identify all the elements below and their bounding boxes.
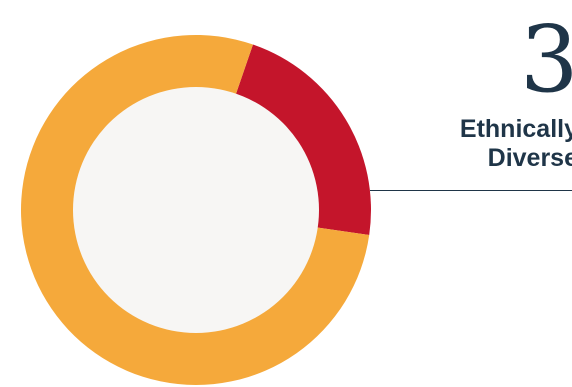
donut-center (73, 87, 319, 333)
callout-label-line2: Diverse (487, 144, 572, 172)
callout-connector-line (370, 190, 572, 191)
callout-label-line1: Ethnically (459, 115, 572, 143)
callout-number: 3 (520, 6, 572, 113)
